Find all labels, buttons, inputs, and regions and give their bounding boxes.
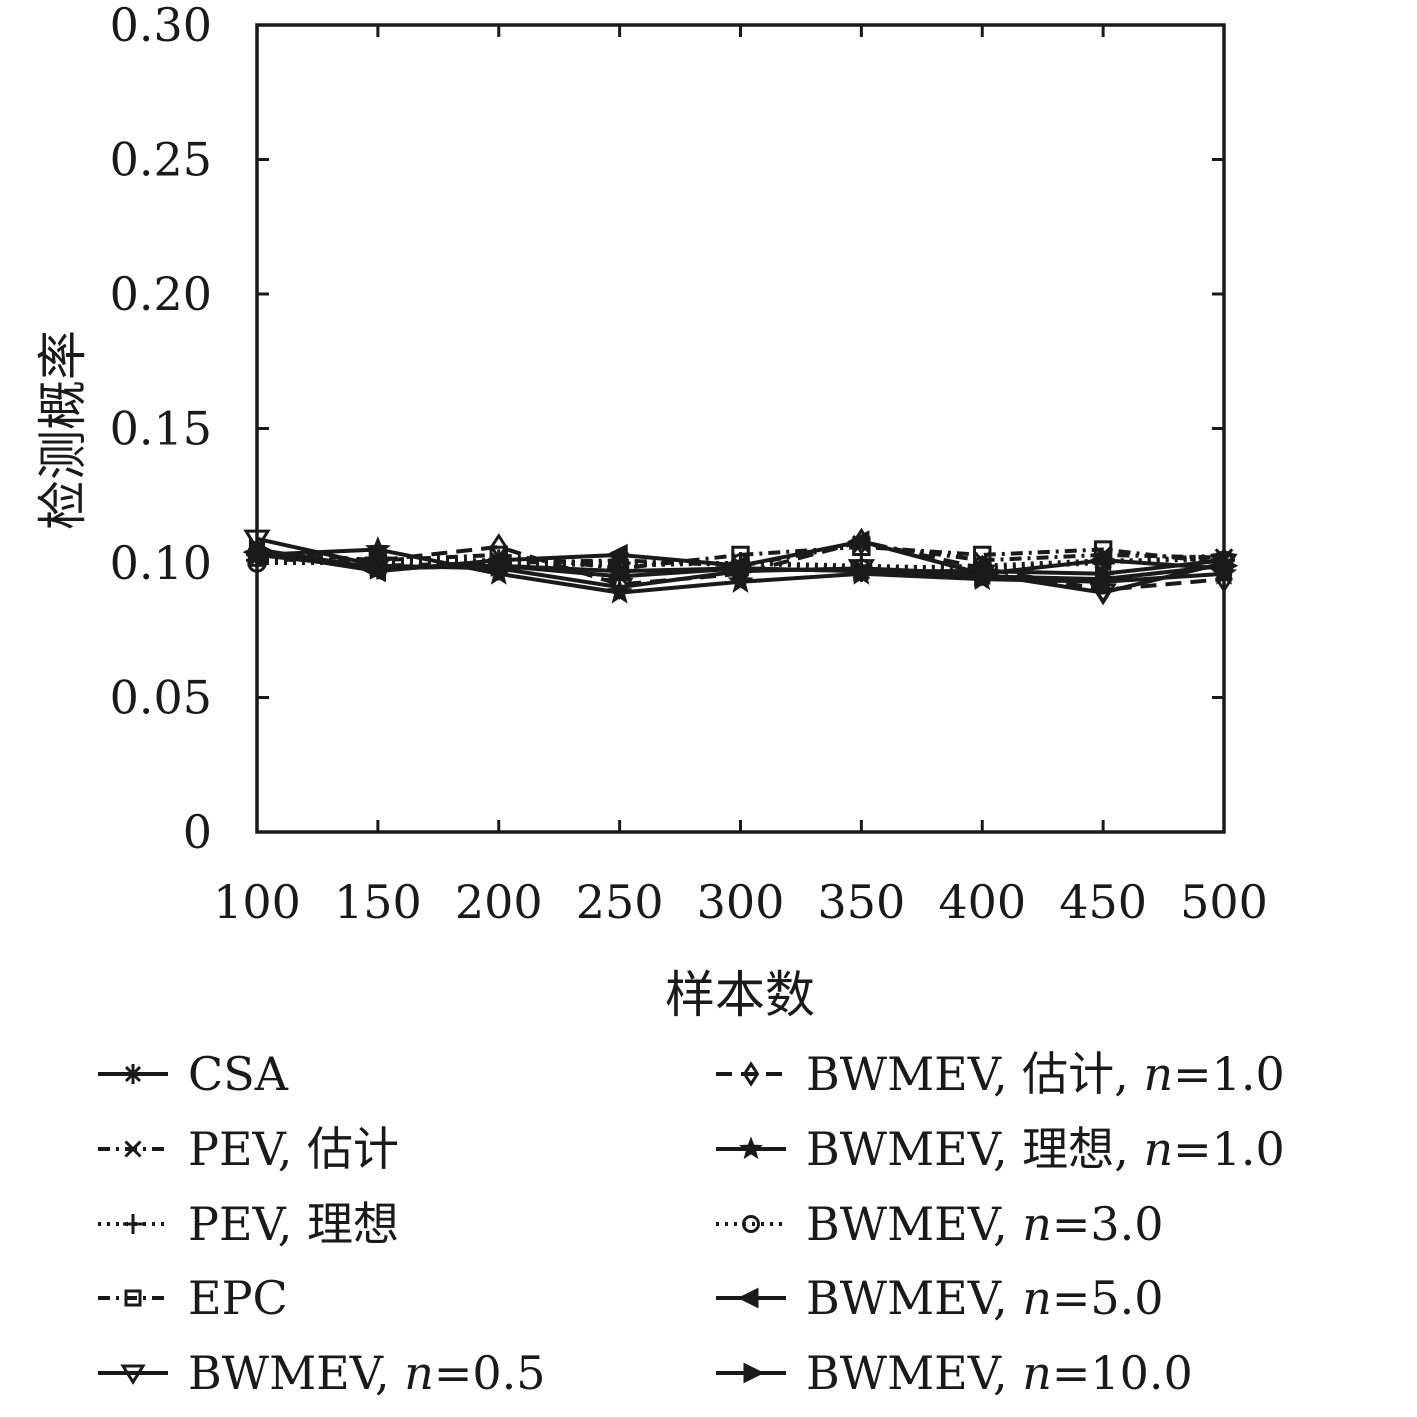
y-tick-label: 0.10	[110, 536, 212, 590]
data-point-3-6	[973, 545, 992, 565]
legend-label: BWMEV, 理想, n=1.0	[806, 1122, 1285, 1176]
data-point-8-7	[1088, 549, 1112, 572]
legend-marker	[120, 1364, 146, 1385]
legend-item: PEV, 理想	[98, 1197, 399, 1251]
legend-item: BWMEV, n=3.0	[716, 1197, 1164, 1251]
legend-marker	[742, 1215, 760, 1233]
legend-marker	[737, 1287, 759, 1309]
y-tick-label: 0.25	[110, 133, 212, 187]
data-point-8-5	[847, 530, 870, 553]
data-point-9-2	[490, 554, 514, 577]
y-tick-label: 0.15	[110, 402, 212, 456]
data-point-9-7	[1095, 567, 1118, 591]
axis-labels: 100 150 200 250 300 350 400 450 500 0 0.05 0.10 0.15…	[110, 0, 1268, 929]
data-point-9-6	[974, 565, 997, 588]
legend-label: PEV, 理想	[188, 1197, 399, 1251]
legend-label: CSA	[188, 1047, 289, 1101]
legend-label: EPC	[188, 1271, 288, 1325]
data-point-9-5	[853, 559, 876, 583]
legend-item: BWMEV, 估计, n=1.0	[716, 1047, 1285, 1101]
axis-ticks	[255, 23, 1226, 834]
legend-item: EPC	[98, 1271, 288, 1325]
legend-label: BWMEV, n=3.0	[806, 1197, 1164, 1251]
data-point-9-4	[732, 557, 755, 580]
x-tick-label: 450	[1059, 875, 1147, 929]
legend-marker	[124, 1289, 142, 1307]
data-point-9-1	[369, 557, 393, 580]
y-tick-label: 0	[183, 805, 212, 859]
legend-marker	[123, 1064, 143, 1084]
x-tick-label: 300	[697, 875, 785, 929]
x-tick-label: 400	[938, 875, 1026, 929]
plot-area	[255, 23, 1226, 834]
legend-marker	[739, 1136, 763, 1160]
x-tick-label: 250	[576, 875, 664, 929]
x-tick-label: 500	[1180, 875, 1268, 929]
legend-item: BWMEV, 理想, n=1.0	[716, 1122, 1285, 1176]
x-tick-label: 200	[455, 875, 543, 929]
legend-marker	[742, 1061, 760, 1087]
data-point-9-3	[611, 559, 634, 583]
legend-marker	[123, 1214, 143, 1234]
y-tick-label: 0.30	[110, 0, 212, 52]
y-axis-title: 检测概率	[34, 330, 92, 530]
x-axis-title: 样本数	[665, 966, 815, 1024]
plot-frame	[255, 23, 1226, 834]
data-point-6-3	[606, 578, 633, 604]
legend-marker	[743, 1362, 765, 1384]
legend-label: PEV, 估计	[188, 1122, 399, 1176]
legend-label: BWMEV, n=0.5	[188, 1346, 546, 1400]
series-markers	[242, 527, 1239, 606]
legend-item: BWMEV, n=10.0	[716, 1346, 1193, 1400]
data-point-6-4	[727, 568, 754, 593]
x-tick-label: 100	[213, 875, 301, 929]
data-point-9-8	[1215, 554, 1239, 577]
y-tick-label: 0.20	[110, 267, 212, 321]
x-tick-label: 150	[334, 875, 422, 929]
legend: CSA PEV, 估计 PEV, 理想 EPC BWMEV, n=0.5 BWMEV, 估…	[98, 1047, 1285, 1400]
legend-item: BWMEV, n=5.0	[716, 1271, 1164, 1325]
data-point-9-0	[248, 538, 272, 561]
legend-item: CSA	[98, 1047, 289, 1101]
y-tick-label: 0.05	[110, 671, 212, 725]
legend-label: BWMEV, n=5.0	[806, 1271, 1164, 1325]
data-point-8-3	[605, 543, 628, 567]
legend-marker	[124, 1140, 142, 1158]
legend-item: PEV, 估计	[98, 1122, 399, 1176]
legend-label: BWMEV, 估计, n=1.0	[806, 1047, 1285, 1101]
legend-label: BWMEV, n=10.0	[806, 1346, 1193, 1400]
legend-item: BWMEV, n=0.5	[98, 1346, 546, 1400]
x-tick-label: 350	[817, 875, 905, 929]
